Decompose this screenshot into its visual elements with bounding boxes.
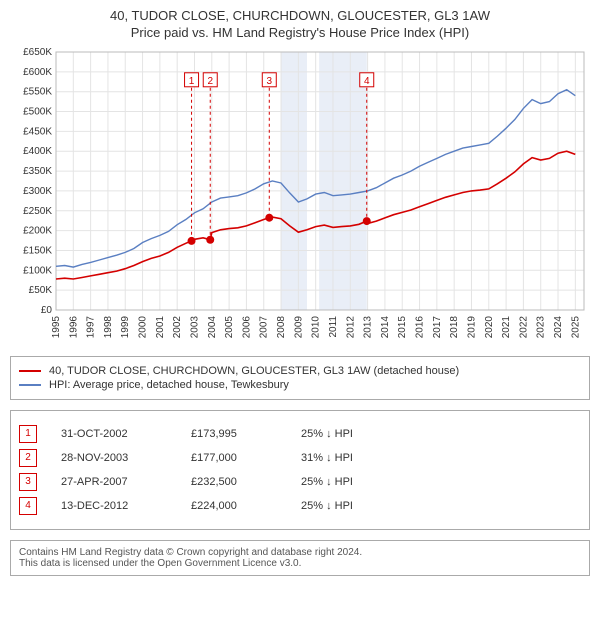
svg-text:2006: 2006 <box>241 316 252 339</box>
legend-label: HPI: Average price, detached house, Tewk… <box>49 379 289 391</box>
svg-text:1999: 1999 <box>120 316 131 339</box>
svg-text:£550K: £550K <box>23 87 52 98</box>
legend-row: 40, TUDOR CLOSE, CHURCHDOWN, GLOUCESTER,… <box>19 365 581 377</box>
svg-text:£450K: £450K <box>23 126 52 137</box>
marker-diff: 25% ↓ HPI <box>301 500 353 512</box>
marker-badge: 4 <box>19 497 37 515</box>
chart-title-line2: Price paid vs. HM Land Registry's House … <box>10 25 590 40</box>
legend-row: HPI: Average price, detached house, Tewk… <box>19 379 581 391</box>
footer-line2: This data is licensed under the Open Gov… <box>19 558 581 569</box>
svg-text:1997: 1997 <box>86 316 97 339</box>
svg-text:2015: 2015 <box>397 316 408 339</box>
svg-text:3: 3 <box>266 76 272 87</box>
marker-price: £173,995 <box>191 428 301 440</box>
svg-text:2016: 2016 <box>415 316 426 339</box>
marker-date: 27-APR-2007 <box>61 476 191 488</box>
chart-legend: 40, TUDOR CLOSE, CHURCHDOWN, GLOUCESTER,… <box>10 356 590 400</box>
svg-text:2: 2 <box>207 76 213 87</box>
svg-text:£100K: £100K <box>23 265 52 276</box>
legend-swatch <box>19 370 41 372</box>
svg-text:1995: 1995 <box>51 316 62 339</box>
marker-row: 4 13-DEC-2012£224,00025% ↓ HPI <box>19 497 581 515</box>
marker-date: 13-DEC-2012 <box>61 500 191 512</box>
svg-text:2002: 2002 <box>172 316 183 339</box>
svg-text:2011: 2011 <box>328 316 339 338</box>
marker-date: 31-OCT-2002 <box>61 428 191 440</box>
marker-diff: 25% ↓ HPI <box>301 428 353 440</box>
svg-text:1: 1 <box>189 76 195 87</box>
chart-title-block: 40, TUDOR CLOSE, CHURCHDOWN, GLOUCESTER,… <box>10 8 590 40</box>
svg-text:1996: 1996 <box>68 316 79 339</box>
svg-text:2017: 2017 <box>432 316 443 339</box>
svg-text:£50K: £50K <box>29 285 53 296</box>
marker-badge: 2 <box>19 449 37 467</box>
svg-text:1998: 1998 <box>103 316 114 339</box>
svg-text:£600K: £600K <box>23 67 52 78</box>
svg-text:2019: 2019 <box>466 316 477 339</box>
svg-text:2024: 2024 <box>553 316 564 339</box>
svg-text:£500K: £500K <box>23 107 52 118</box>
marker-price: £177,000 <box>191 452 301 464</box>
marker-diff: 31% ↓ HPI <box>301 452 353 464</box>
svg-text:4: 4 <box>364 76 370 87</box>
marker-diff: 25% ↓ HPI <box>301 476 353 488</box>
svg-text:2018: 2018 <box>449 316 460 339</box>
svg-text:£400K: £400K <box>23 146 52 157</box>
svg-text:£350K: £350K <box>23 166 52 177</box>
svg-text:2000: 2000 <box>138 316 149 339</box>
svg-text:£250K: £250K <box>23 206 52 217</box>
attribution-footer: Contains HM Land Registry data © Crown c… <box>10 540 590 576</box>
svg-text:£200K: £200K <box>23 226 52 237</box>
svg-text:2009: 2009 <box>293 316 304 339</box>
chart-svg: £0 £50K £100K £150K £200K £250K £300K £350K £400… <box>10 46 590 346</box>
svg-text:2025: 2025 <box>570 316 581 339</box>
svg-text:2022: 2022 <box>518 316 529 339</box>
marker-badge: 3 <box>19 473 37 491</box>
svg-text:£300K: £300K <box>23 186 52 197</box>
svg-text:2007: 2007 <box>259 316 270 339</box>
marker-row: 2 28-NOV-2003£177,00031% ↓ HPI <box>19 449 581 467</box>
marker-price: £232,500 <box>191 476 301 488</box>
marker-row: 3 27-APR-2007£232,50025% ↓ HPI <box>19 473 581 491</box>
svg-text:2001: 2001 <box>155 316 166 339</box>
marker-date: 28-NOV-2003 <box>61 452 191 464</box>
svg-text:2010: 2010 <box>311 316 322 339</box>
svg-text:2013: 2013 <box>363 316 374 339</box>
svg-text:2020: 2020 <box>484 316 495 339</box>
svg-text:2021: 2021 <box>501 316 512 339</box>
svg-text:£0: £0 <box>41 305 53 316</box>
svg-text:2004: 2004 <box>207 316 218 339</box>
legend-swatch <box>19 384 41 386</box>
footer-line1: Contains HM Land Registry data © Crown c… <box>19 547 581 558</box>
svg-text:2012: 2012 <box>345 316 356 339</box>
svg-text:2014: 2014 <box>380 316 391 339</box>
marker-price: £224,000 <box>191 500 301 512</box>
marker-table: 131-OCT-2002£173,99525% ↓ HPI228-NOV-200… <box>10 410 590 530</box>
marker-badge: 1 <box>19 425 37 443</box>
svg-text:2005: 2005 <box>224 316 235 339</box>
svg-text:2008: 2008 <box>276 316 287 339</box>
svg-text:2003: 2003 <box>189 316 200 339</box>
svg-text:£650K: £650K <box>23 47 52 58</box>
svg-text:£150K: £150K <box>23 245 52 256</box>
chart-title-line1: 40, TUDOR CLOSE, CHURCHDOWN, GLOUCESTER,… <box>10 8 590 23</box>
legend-label: 40, TUDOR CLOSE, CHURCHDOWN, GLOUCESTER,… <box>49 365 459 377</box>
svg-text:2023: 2023 <box>536 316 547 339</box>
line-chart: £0 £50K £100K £150K £200K £250K £300K £350K £400… <box>10 46 590 346</box>
marker-row: 1 31-OCT-2002£173,99525% ↓ HPI <box>19 425 581 443</box>
